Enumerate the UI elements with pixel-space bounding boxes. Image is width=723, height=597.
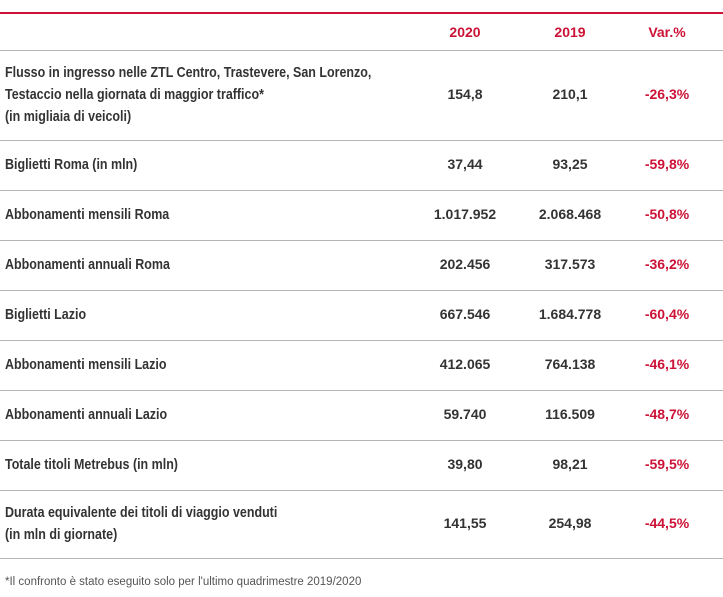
cell: -50,8%: [644, 206, 690, 222]
row-rule: [0, 290, 723, 291]
cell: -36,2%: [644, 256, 690, 272]
row-rule: [0, 490, 723, 491]
cell: 1.684.778: [538, 306, 602, 322]
row-label: Biglietti Roma (in mln): [5, 157, 138, 173]
row-label: Flusso in ingresso nelle ZTL Centro, Tra…: [5, 65, 372, 81]
cell: 254,98: [548, 515, 592, 531]
cell: 412.065: [439, 356, 491, 372]
row-label: Durata equivalente dei titoli di viaggio…: [5, 505, 278, 521]
row-rule: [0, 190, 723, 191]
row-rule: [0, 240, 723, 241]
cell: 37,44: [447, 156, 483, 172]
row-label: Abbonamenti mensili Lazio: [5, 357, 167, 373]
cell: 154,8: [447, 86, 483, 102]
row-rule: [0, 140, 723, 141]
row-label: Abbonamenti annuali Roma: [5, 257, 170, 273]
column-header: 2020: [449, 24, 481, 40]
cell: 210,1: [552, 86, 588, 102]
row-rule: [0, 390, 723, 391]
row-label: (in migliaia di veicoli): [5, 109, 132, 125]
row-rule: [0, 558, 723, 559]
row-label: Totale titoli Metrebus (in mln): [5, 457, 178, 473]
cell: 202.456: [439, 256, 491, 272]
footnote: *Il confronto è stato eseguito solo per …: [5, 576, 362, 588]
cell: 1.017.952: [433, 206, 497, 222]
row-label: Abbonamenti mensili Roma: [5, 207, 170, 223]
cell: 59.740: [443, 406, 487, 422]
cell: 98,21: [552, 456, 588, 472]
cell: -59,8%: [644, 156, 690, 172]
cell: -44,5%: [644, 515, 690, 531]
row-label: Abbonamenti annuali Lazio: [5, 407, 168, 423]
cell: 116.509: [545, 406, 595, 422]
top-rule: [0, 12, 723, 14]
row-label: Biglietti Lazio: [5, 307, 87, 323]
column-header: 2019: [554, 24, 586, 40]
cell: -46,1%: [644, 356, 690, 372]
row-label: Testaccio nella giornata di maggior traf…: [5, 87, 264, 103]
column-header: Var.%: [648, 24, 686, 40]
row-rule: [0, 340, 723, 341]
row-label: (in mln di giornate): [5, 527, 118, 543]
cell: 317.573: [544, 256, 596, 272]
cell: 141,55: [443, 515, 487, 531]
cell: 667.546: [439, 306, 491, 322]
cell: 93,25: [552, 156, 588, 172]
cell: 764.138: [544, 356, 596, 372]
cell: -59,5%: [644, 456, 690, 472]
header-rule: [0, 50, 723, 51]
cell: -26,3%: [644, 86, 690, 102]
row-rule: [0, 440, 723, 441]
cell: -48,7%: [644, 406, 690, 422]
cell: 2.068.468: [538, 206, 602, 222]
cell: 39,80: [447, 456, 483, 472]
cell: -60,4%: [644, 306, 690, 322]
